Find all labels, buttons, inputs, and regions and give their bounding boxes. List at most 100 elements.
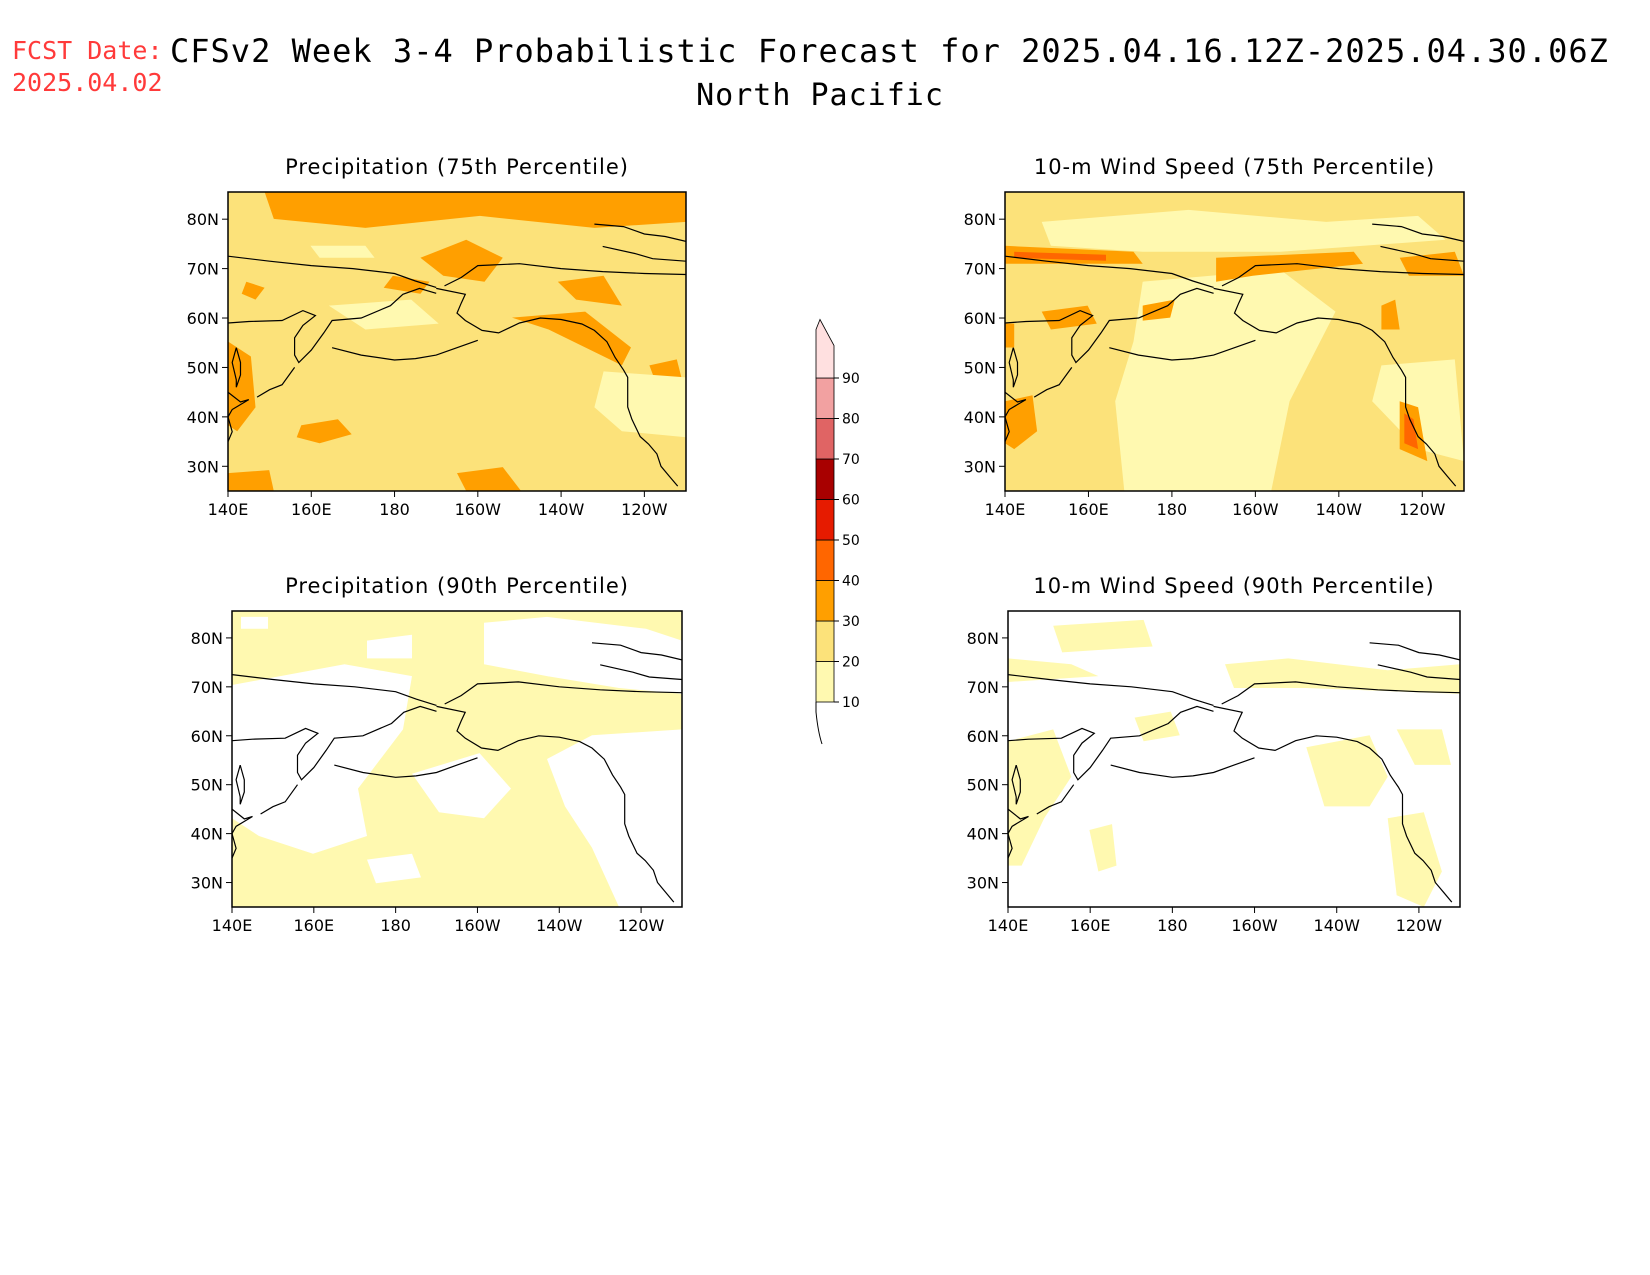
coastline xyxy=(1033,367,1073,398)
coastline xyxy=(232,674,437,706)
colorbar-segment xyxy=(815,620,835,662)
coastline xyxy=(600,664,682,681)
lat-tick-label: 30N xyxy=(187,457,219,476)
colorbar-label: 60 xyxy=(842,493,860,509)
lon-tick-label: 160E xyxy=(1070,916,1111,935)
probability-area xyxy=(232,664,412,854)
coastline xyxy=(228,287,437,364)
coastline xyxy=(1221,681,1460,705)
colorbar-label: 80 xyxy=(842,412,860,428)
map-frame xyxy=(1004,191,1465,492)
probability-area xyxy=(1396,729,1451,765)
coastline xyxy=(256,367,296,398)
probability-area xyxy=(1306,735,1388,807)
coastline xyxy=(444,681,682,705)
lon-tick-label: 160W xyxy=(455,500,502,519)
lat-tick-label: 50N xyxy=(191,776,223,795)
probability-area xyxy=(1404,413,1419,450)
color-bar: 10 20 30 40 50 60 70 80 90 xyxy=(815,318,860,745)
probability-area xyxy=(310,245,375,258)
probability-area xyxy=(1089,824,1117,872)
probability-area xyxy=(649,359,682,378)
lat-tick-label: 30N xyxy=(191,874,223,893)
probability-area xyxy=(367,634,412,659)
colorbar-label: 30 xyxy=(842,614,860,630)
colorbar-segment xyxy=(815,318,835,379)
colorbar-segment xyxy=(815,458,835,500)
map-panel-precip75: Precipitation (75th Percentile) 30N 40N 50N… xyxy=(187,155,687,519)
lon-tick-label: 140W xyxy=(1316,500,1363,519)
lon-tick-label: 140E xyxy=(208,500,249,519)
lon-tick-label: 180 xyxy=(1157,916,1188,935)
probability-area xyxy=(557,275,622,306)
coastline xyxy=(1372,223,1464,242)
probability-area xyxy=(1399,251,1464,276)
coastline xyxy=(1221,263,1464,287)
probability-area xyxy=(484,616,682,694)
coastline xyxy=(436,287,679,487)
colorbar-label: 50 xyxy=(842,533,860,549)
lon-tick-label: 120W xyxy=(1399,500,1446,519)
lon-tick-label: 140W xyxy=(538,500,585,519)
probability-area xyxy=(241,281,265,300)
lat-tick-label: 40N xyxy=(191,825,223,844)
coastline xyxy=(334,757,478,778)
colorbar-label: 40 xyxy=(842,574,860,590)
coastline xyxy=(1109,339,1256,361)
coastline xyxy=(1110,757,1255,778)
lon-tick-label: 160W xyxy=(1231,916,1278,935)
lat-tick-label: 70N xyxy=(191,678,223,697)
coastline xyxy=(1369,642,1460,661)
lat-tick-label: 40N xyxy=(187,408,219,427)
probability-area xyxy=(594,371,686,438)
lat-tick-label: 50N xyxy=(187,358,219,377)
probability-area xyxy=(1225,658,1460,694)
lon-tick-label: 160W xyxy=(1232,500,1279,519)
colorbar-segment xyxy=(815,539,835,581)
probability-area xyxy=(1216,251,1363,282)
lon-tick-label: 120W xyxy=(1396,916,1443,935)
lat-tick-label: 80N xyxy=(187,210,219,229)
page-title: CFSv2 Week 3-4 Probabilistic Forecast fo… xyxy=(170,32,1609,70)
lat-tick-label: 60N xyxy=(187,309,219,328)
lon-tick-label: 160W xyxy=(454,916,501,935)
shading-background xyxy=(1008,611,1460,907)
shading-layer xyxy=(1008,611,1460,907)
probability-area xyxy=(1134,711,1180,742)
lat-tick-label: 80N xyxy=(191,629,223,648)
coastline xyxy=(1213,287,1457,487)
coastline xyxy=(602,245,686,262)
probability-area xyxy=(1115,269,1336,491)
map-frame xyxy=(1007,610,1461,908)
coastline xyxy=(1011,764,1021,805)
coastline xyxy=(232,705,437,781)
forecast-date-value: 2025.04.02 xyxy=(12,68,163,97)
coastline xyxy=(444,263,686,287)
probability-area xyxy=(1053,619,1153,653)
map-panel-wind75: 10-m Wind Speed (75th Percentile) 30N 40N 5… xyxy=(964,155,1465,519)
colorbar-segment xyxy=(815,499,835,541)
colorbar-segment xyxy=(815,377,835,419)
lat-tick-label: 40N xyxy=(967,825,999,844)
probability-area xyxy=(228,341,256,432)
coastline xyxy=(1008,705,1214,781)
coastline xyxy=(231,347,242,388)
shading-layer xyxy=(228,192,686,491)
lat-tick-label: 60N xyxy=(191,727,223,746)
coastline xyxy=(1377,664,1460,681)
coastline xyxy=(235,764,245,805)
lon-tick-label: 160E xyxy=(291,500,332,519)
colorbar-segment xyxy=(815,418,835,460)
coastline xyxy=(331,339,479,361)
lon-tick-label: 140E xyxy=(985,500,1026,519)
colorbar-label: 20 xyxy=(842,655,860,671)
lat-tick-label: 50N xyxy=(967,776,999,795)
shading-layer xyxy=(232,611,682,907)
lat-tick-label: 80N xyxy=(964,210,996,229)
probability-area xyxy=(264,192,686,228)
lat-tick-label: 30N xyxy=(964,457,996,476)
coastline xyxy=(1005,255,1214,288)
panel-title: Precipitation (75th Percentile) xyxy=(285,155,629,179)
lat-tick-label: 70N xyxy=(964,260,996,279)
